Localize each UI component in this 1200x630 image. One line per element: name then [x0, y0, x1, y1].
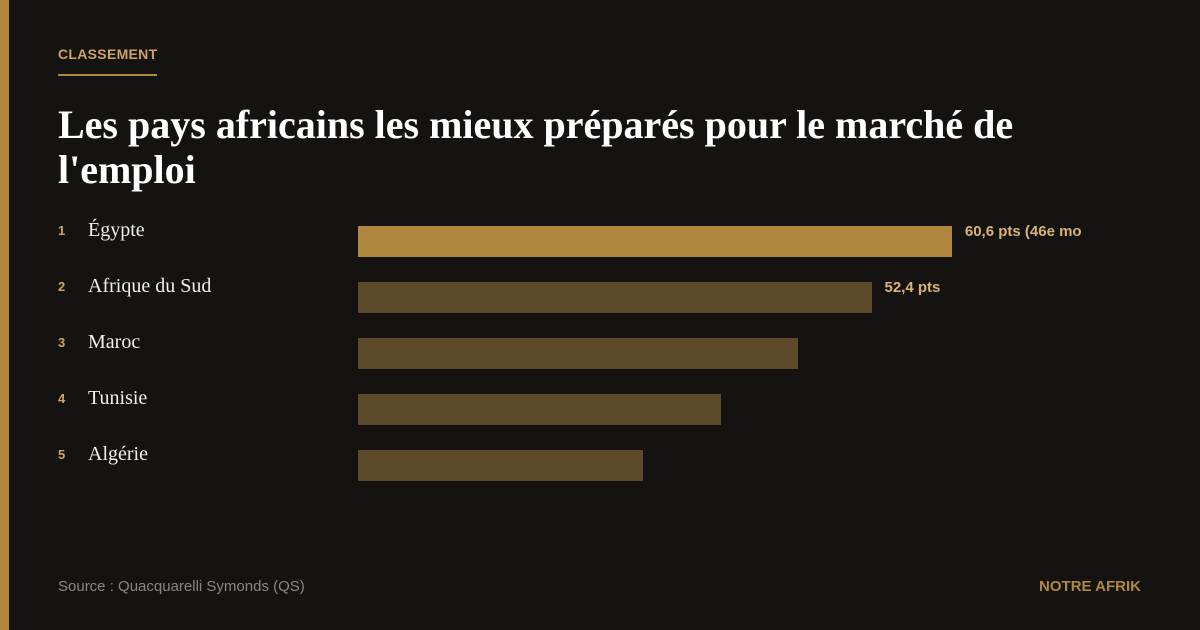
- rank: 1: [58, 223, 66, 238]
- brand: NOTRE AFRIK: [1039, 578, 1141, 595]
- category-label: Afrique du Sud: [88, 275, 212, 297]
- category-label: Tunisie: [88, 387, 148, 409]
- category-label: Égypte: [88, 219, 145, 241]
- bar: [358, 226, 952, 257]
- value-label: 60,6 pts (46e mo: [964, 223, 1082, 240]
- source: Source : Quacquarelli Symonds (QS): [58, 578, 305, 595]
- bar: [358, 338, 799, 369]
- bar: [358, 450, 644, 481]
- category-label: Algérie: [88, 443, 148, 465]
- chart-title: Les pays africains les mieux préparés po…: [58, 102, 1014, 192]
- accent-stripe: [0, 0, 9, 630]
- rank: 5: [58, 447, 66, 462]
- rank: 4: [58, 391, 66, 406]
- kicker: CLASSEMENT: [58, 46, 158, 76]
- rank: 2: [58, 279, 66, 294]
- value-label: 52,4 pts: [884, 279, 941, 296]
- rank: 3: [58, 335, 66, 350]
- bar: [358, 282, 872, 313]
- category-label: Maroc: [88, 331, 141, 353]
- bar: [358, 394, 721, 425]
